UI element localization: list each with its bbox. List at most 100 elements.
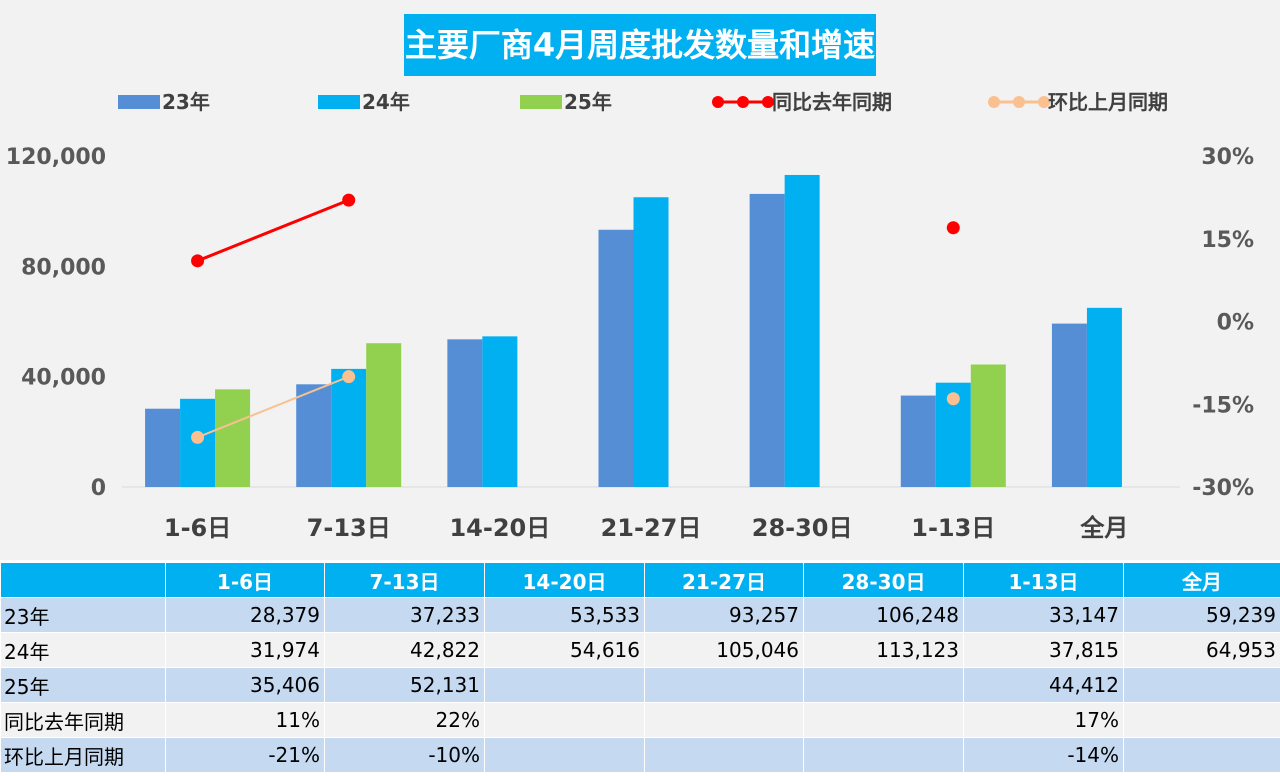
bar	[749, 193, 785, 487]
legend-label: 24年	[362, 90, 410, 114]
legend-label: 23年	[162, 90, 210, 114]
x-tick-label: 14-20日	[449, 514, 550, 542]
table-cell: 52,131	[324, 667, 485, 703]
table-cell: 37,233	[324, 597, 485, 633]
table-cell	[1123, 667, 1280, 703]
row-label: 环比上月同期	[0, 737, 166, 773]
legend-label: 同比去年同期	[772, 90, 892, 114]
data-table: 1-6日 7-13日 14-20日 21-27日 28-30日 1-13日 全月…	[0, 562, 1280, 773]
table-cell	[644, 737, 804, 773]
x-tick-label: 1-13日	[911, 514, 995, 542]
table-header-cell: 28-30日	[803, 562, 964, 598]
legend-swatch	[318, 95, 360, 109]
legend-label: 25年	[564, 90, 612, 114]
row-label: 24年	[0, 632, 166, 668]
table-cell: 28,379	[165, 597, 325, 633]
table-cell: 113,123	[803, 632, 964, 668]
bars	[145, 174, 1122, 488]
table-header-cell: 14-20日	[484, 562, 645, 598]
table-cell: 59,239	[1123, 597, 1280, 633]
bar	[970, 364, 1006, 487]
table-cell: -10%	[324, 737, 485, 773]
legend-marker	[762, 96, 774, 108]
bar	[633, 197, 669, 488]
table-row: 环比上月同期 -21% -10% -14%	[0, 737, 1280, 773]
x-tick-label: 1-6日	[164, 514, 231, 542]
legend-swatch	[118, 95, 160, 109]
bar	[366, 343, 402, 487]
bar	[1086, 307, 1122, 487]
table-row: 23年 28,379 37,233 53,533 93,257 106,248 …	[0, 597, 1280, 633]
legend-swatch	[520, 95, 562, 109]
table-cell: 105,046	[644, 632, 804, 668]
y2-tick-label: 30%	[1201, 145, 1254, 170]
table-cell: 54,616	[484, 632, 645, 668]
table-header-cell: 1-6日	[165, 562, 325, 598]
row-label: 同比去年同期	[0, 702, 166, 738]
series-point	[342, 193, 356, 207]
table-cell: -14%	[963, 737, 1124, 773]
lines	[191, 193, 960, 444]
table-cell	[484, 737, 645, 773]
legend-marker	[737, 96, 749, 108]
y-tick-label: 0	[91, 476, 106, 501]
series-point	[946, 221, 960, 235]
table-header-cell: 1-13日	[963, 562, 1124, 598]
table-row: 25年 35,406 52,131 44,412	[0, 667, 1280, 703]
table-cell: -21%	[165, 737, 325, 773]
y2-tick-label: 0%	[1217, 311, 1254, 336]
series-point	[342, 370, 356, 384]
legend-marker	[1013, 96, 1025, 108]
bar	[1051, 323, 1087, 487]
bar	[598, 229, 634, 487]
table-cell	[484, 702, 645, 738]
chart-title-box	[404, 14, 876, 76]
table-row: 同比去年同期 11% 22% 17%	[0, 702, 1280, 738]
y-tick-label: 120,000	[6, 145, 106, 170]
table-cell	[644, 667, 804, 703]
x-tick-label: 全月	[1079, 514, 1128, 542]
bar	[447, 339, 483, 487]
chart-svg: 主要厂商4月周度批发数量和增速 23年 24年 25年 同比去年同期 环比上月同期 0 4…	[0, 0, 1280, 560]
x-tick-label: 21-27日	[601, 514, 702, 542]
table-header-row: 1-6日 7-13日 14-20日 21-27日 28-30日 1-13日 全月	[0, 562, 1280, 598]
bar	[900, 395, 936, 487]
table-cell: 22%	[324, 702, 485, 738]
legend-label: 环比上月同期	[1048, 90, 1168, 114]
table-cell	[803, 702, 964, 738]
bar	[215, 389, 251, 487]
legend: 23年 24年 25年 同比去年同期 环比上月同期	[118, 90, 1168, 114]
legend-marker	[988, 96, 1000, 108]
y2-tick-label: -30%	[1192, 476, 1254, 501]
table-cell: 93,257	[644, 597, 804, 633]
table-cell	[803, 737, 964, 773]
table-cell: 53,533	[484, 597, 645, 633]
table-header-cell	[0, 562, 166, 598]
bar	[145, 408, 181, 487]
y-tick-label: 40,000	[21, 366, 106, 391]
table-cell	[1123, 737, 1280, 773]
table-cell	[803, 667, 964, 703]
table-header-cell: 21-27日	[644, 562, 804, 598]
legend-marker	[712, 96, 724, 108]
series-line	[197, 375, 350, 439]
chart-title: 主要厂商4月周度批发数量和增速	[405, 26, 875, 64]
row-label: 23年	[0, 597, 166, 633]
table-cell	[644, 702, 804, 738]
table-row: 24年 31,974 42,822 54,616 105,046 113,123…	[0, 632, 1280, 668]
table-header-cell: 7-13日	[324, 562, 485, 598]
legend-marker	[1038, 96, 1050, 108]
table-cell: 35,406	[165, 667, 325, 703]
table-cell: 11%	[165, 702, 325, 738]
bar	[784, 174, 820, 487]
y2-tick-label: 15%	[1201, 228, 1254, 253]
y-tick-label: 80,000	[21, 255, 106, 280]
table-header-cell: 全月	[1123, 562, 1280, 598]
series-point	[191, 430, 205, 444]
bar	[482, 336, 518, 487]
table-cell: 64,953	[1123, 632, 1280, 668]
table-cell: 42,822	[324, 632, 485, 668]
table-cell: 17%	[963, 702, 1124, 738]
table-cell: 106,248	[803, 597, 964, 633]
